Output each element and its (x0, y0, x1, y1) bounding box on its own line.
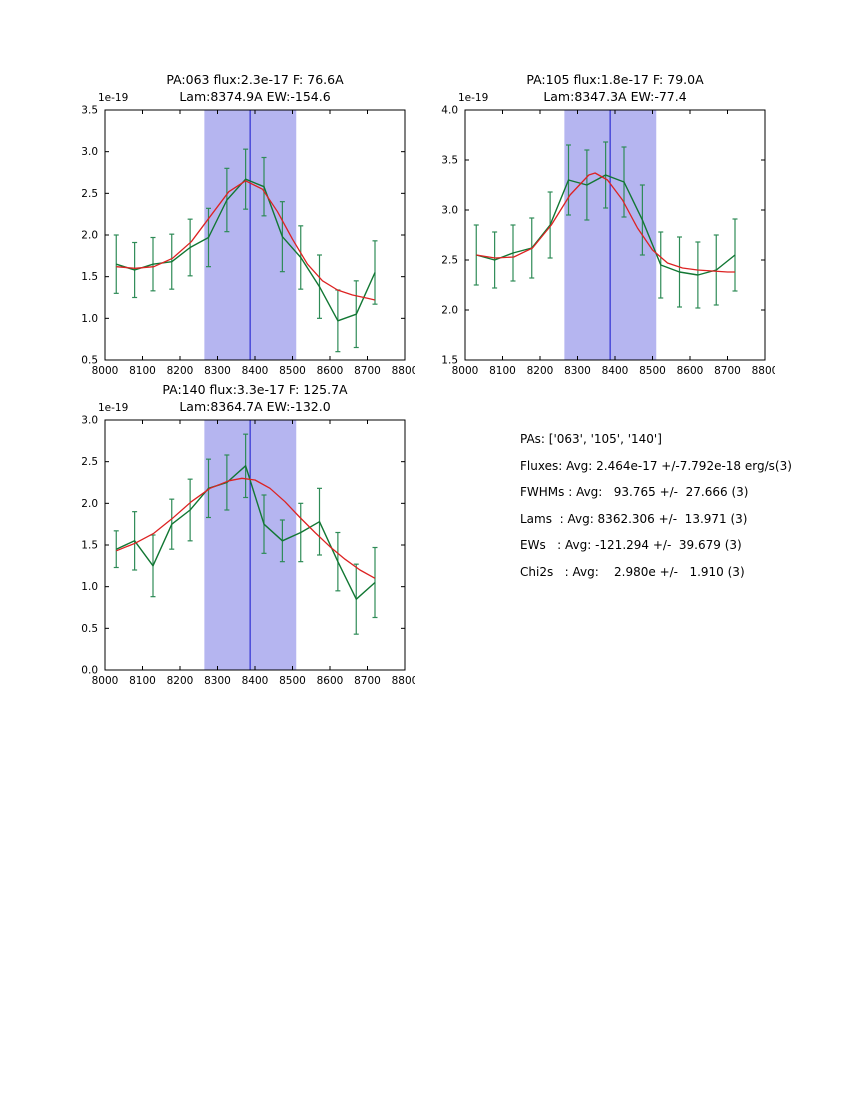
svg-text:8600: 8600 (677, 365, 704, 377)
svg-text:8300: 8300 (204, 365, 231, 377)
plot-title-line1: PA:140 flux:3.3e-17 F: 125.7A (162, 382, 348, 397)
svg-text:8000: 8000 (452, 365, 479, 377)
svg-text:3.5: 3.5 (441, 155, 458, 167)
svg-text:8000: 8000 (92, 365, 119, 377)
y-axis-offset-label: 1e-19 (98, 92, 129, 104)
summary-line-ews: EWs : Avg: -121.294 +/- 39.679 (3) (520, 538, 742, 552)
svg-text:3.0: 3.0 (81, 415, 98, 427)
svg-text:3.0: 3.0 (81, 146, 98, 158)
svg-text:2.0: 2.0 (441, 305, 458, 317)
summary-stats: PAs: ['063', '105', '140'] Fluxes: Avg: … (520, 433, 792, 592)
svg-text:8700: 8700 (354, 675, 381, 687)
svg-text:8300: 8300 (204, 675, 231, 687)
svg-text:2.0: 2.0 (81, 498, 98, 510)
svg-text:2.5: 2.5 (81, 188, 98, 200)
plot-title-line2: Lam:8374.9A EW:-154.6 (179, 89, 331, 104)
svg-text:8200: 8200 (167, 365, 194, 377)
plot-title-line1: PA:105 flux:1.8e-17 F: 79.0A (526, 72, 704, 87)
svg-text:8000: 8000 (92, 675, 119, 687)
plot-title-pa063: PA:063 flux:2.3e-17 F: 76.6A Lam:8374.9A… (105, 71, 405, 105)
svg-text:2.5: 2.5 (441, 255, 458, 267)
summary-line-fluxes: Fluxes: Avg: 2.464e-17 +/-7.792e-18 erg/… (520, 458, 792, 473)
summary-line-pas: PAs: ['063', '105', '140'] (520, 432, 662, 446)
summary-line-chi2s: Chi2s : Avg: 2.980e +/- 1.910 (3) (520, 564, 745, 579)
svg-text:8600: 8600 (317, 675, 344, 687)
svg-text:4.0: 4.0 (441, 105, 458, 117)
svg-text:8100: 8100 (129, 675, 156, 687)
plot-title-pa105: PA:105 flux:1.8e-17 F: 79.0A Lam:8347.3A… (465, 71, 765, 105)
svg-text:8500: 8500 (279, 675, 306, 687)
svg-text:3.5: 3.5 (81, 105, 98, 117)
svg-text:1.5: 1.5 (441, 355, 458, 367)
svg-text:0.5: 0.5 (81, 623, 98, 635)
svg-text:1.5: 1.5 (81, 540, 98, 552)
plot-title-line2: Lam:8347.3A EW:-77.4 (543, 89, 687, 104)
svg-text:8700: 8700 (714, 365, 741, 377)
summary-line-lams: Lams : Avg: 8362.306 +/- 13.971 (3) (520, 511, 748, 526)
svg-text:8200: 8200 (527, 365, 554, 377)
svg-text:1.5: 1.5 (81, 271, 98, 283)
plot-title-line1: PA:063 flux:2.3e-17 F: 76.6A (166, 72, 344, 87)
summary-line-fwhms: FWHMs : Avg: 93.765 +/- 27.666 (3) (520, 485, 749, 499)
svg-text:3.0: 3.0 (441, 205, 458, 217)
plot-title-line2: Lam:8364.7A EW:-132.0 (179, 399, 331, 414)
svg-text:8300: 8300 (564, 365, 591, 377)
svg-text:1.0: 1.0 (81, 313, 98, 325)
plot-title-pa140: PA:140 flux:3.3e-17 F: 125.7A Lam:8364.7… (105, 381, 405, 415)
svg-text:8600: 8600 (317, 365, 344, 377)
svg-text:2.5: 2.5 (81, 456, 98, 468)
svg-text:0.5: 0.5 (81, 355, 98, 367)
svg-text:8400: 8400 (242, 365, 269, 377)
svg-text:8200: 8200 (167, 675, 194, 687)
svg-text:2.0: 2.0 (81, 230, 98, 242)
svg-text:8100: 8100 (489, 365, 516, 377)
svg-text:8400: 8400 (242, 675, 269, 687)
svg-text:8500: 8500 (279, 365, 306, 377)
svg-text:8700: 8700 (354, 365, 381, 377)
y-axis-offset-label: 1e-19 (98, 402, 129, 414)
svg-text:8400: 8400 (602, 365, 629, 377)
svg-text:8500: 8500 (639, 365, 666, 377)
svg-text:0.0: 0.0 (81, 665, 98, 677)
svg-text:8100: 8100 (129, 365, 156, 377)
svg-text:1.0: 1.0 (81, 581, 98, 593)
y-axis-offset-label: 1e-19 (458, 92, 489, 104)
